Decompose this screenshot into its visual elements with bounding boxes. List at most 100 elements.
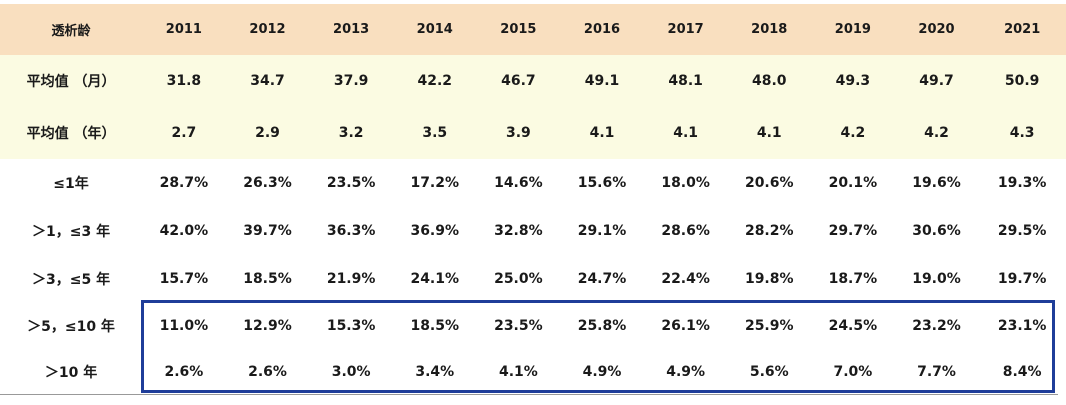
cell-value: 8.4% <box>1002 364 1042 380</box>
cell-value: 29.1% <box>577 223 627 239</box>
cell-value: 46.7 <box>501 73 536 89</box>
cell-value: 36.9% <box>410 223 460 239</box>
cell-value: 26.1% <box>661 318 710 334</box>
avg-row: 平均值 （月） 31.8 34.7 37.9 42.2 46.7 49.1 48.1 48.0 4… <box>0 55 1066 107</box>
cell-value: 34.7 <box>250 73 285 89</box>
cell-value: 50.9 <box>1004 73 1040 89</box>
avg-row: 平均值 （年） 2.7 2.9 3.2 3.5 3.9 4.1 4.1 4.1 4.2 4.2 4.3 <box>0 107 1066 159</box>
cell-value: 49.3 <box>835 73 871 89</box>
cell-value: 19.0% <box>912 271 961 287</box>
dialysis-age-table: 透析龄 2011 2012 2013 2014 2015 2016 2017 2018 2019 2… <box>0 4 1066 395</box>
table-body: 透析龄 2011 2012 2013 2014 2015 2016 2017 2018 2019 2… <box>0 4 1066 395</box>
dist-row: ＞3，≤5 年 15.7% 18.5% 21.9% 24.1% 25.0% 24.7% 22.… <box>0 255 1066 303</box>
year-header-2018: 2018 <box>751 22 788 37</box>
cell-value: 18.5% <box>243 271 292 287</box>
row-label: 平均值 （月） <box>26 74 116 90</box>
cell-value: 25.0% <box>494 271 543 287</box>
cell-value: 2.7 <box>171 125 197 141</box>
year-header-2017: 2017 <box>667 22 704 37</box>
row-label: ＞10 年 <box>44 365 98 381</box>
cell-value: 25.9% <box>744 318 794 334</box>
cell-value: 19.8% <box>744 271 794 287</box>
year-header-2012: 2012 <box>249 22 286 37</box>
cell-value: 24.5% <box>828 318 878 334</box>
cell-value: 3.9 <box>505 125 531 141</box>
dist-row: ＞1，≤3 年 42.0% 39.7% 36.3% 36.9% 32.8% 29.1% 28.… <box>0 207 1066 255</box>
cell-value: 30.6% <box>912 223 961 239</box>
cell-value: 7.7% <box>917 364 956 380</box>
dist-row: ≤1年 28.7% 26.3% 23.5% 17.2% 14.6% 15.6% 18.0% 20… <box>0 159 1066 207</box>
year-header-2015: 2015 <box>500 22 537 37</box>
year-header-2020: 2020 <box>918 22 955 37</box>
cell-value: 15.7% <box>159 271 209 287</box>
cell-value: 49.7 <box>919 73 954 89</box>
cell-value: 36.3% <box>326 223 376 239</box>
cell-value: 21.9% <box>326 271 376 287</box>
cell-value: 23.1% <box>997 318 1047 334</box>
cell-value: 19.3% <box>997 175 1047 191</box>
cell-value: 49.1 <box>584 73 620 89</box>
header-row: 透析龄 2011 2012 2013 2014 2015 2016 2017 2018 2019 2… <box>0 4 1066 55</box>
row-label: 平均值 （年） <box>26 126 116 142</box>
cell-value: 4.9% <box>582 364 622 380</box>
year-header-2011: 2011 <box>165 22 202 37</box>
highlight-row: ＞10 年 2.6% 2.6% 3.0% 3.4% 4.1% 4.9% 4.9% 5.6% 7.0… <box>0 349 1066 395</box>
row-label: ＞5，≤10 年 <box>27 319 115 335</box>
cell-value: 5.6% <box>749 364 789 380</box>
cell-value: 3.0% <box>331 364 371 380</box>
cell-value: 25.8% <box>577 318 627 334</box>
cell-value: 15.3% <box>326 318 376 334</box>
cell-value: 23.5% <box>326 175 376 191</box>
row-label: ≤1年 <box>53 176 89 192</box>
year-header-2016: 2016 <box>583 22 621 37</box>
cell-value: 2.6% <box>248 364 287 380</box>
cell-value: 48.1 <box>668 73 703 89</box>
cell-value: 4.1 <box>673 125 699 141</box>
cell-value: 3.5 <box>422 125 448 141</box>
cell-value: 17.2% <box>410 175 460 191</box>
year-header-2014: 2014 <box>416 22 453 37</box>
cell-value: 18.7% <box>828 271 878 287</box>
cell-value: 4.9% <box>666 364 706 380</box>
highlight-row: ＞5，≤10 年 11.0% 12.9% 15.3% 18.5% 23.5% 25.8% 26… <box>0 303 1066 349</box>
cell-value: 2.6% <box>164 364 204 380</box>
cell-value: 14.6% <box>494 175 543 191</box>
cell-value: 4.1 <box>589 125 615 141</box>
year-header-2021: 2021 <box>1004 22 1041 37</box>
cell-value: 7.0% <box>833 364 873 380</box>
cell-value: 28.2% <box>744 223 794 239</box>
cell-value: 28.6% <box>661 223 710 239</box>
cell-value: 31.8 <box>166 73 202 89</box>
cell-value: 4.3 <box>1009 125 1035 141</box>
header-label: 透析龄 <box>51 24 91 39</box>
cell-value: 29.7% <box>828 223 878 239</box>
row-label: ＞3，≤5 年 <box>31 272 111 288</box>
cell-value: 23.5% <box>494 318 543 334</box>
table-bottom-border <box>0 394 1058 395</box>
cell-value: 26.3% <box>243 175 292 191</box>
cell-value: 24.7% <box>577 271 627 287</box>
cell-value: 19.7% <box>997 271 1047 287</box>
cell-value: 11.0% <box>159 318 209 334</box>
cell-value: 19.6% <box>912 175 961 191</box>
cell-value: 22.4% <box>661 271 710 287</box>
cell-value: 12.9% <box>243 318 292 334</box>
cell-value: 18.0% <box>661 175 710 191</box>
cell-value: 3.2 <box>338 125 364 141</box>
cell-value: 39.7% <box>243 223 292 239</box>
cell-value: 4.1% <box>498 364 538 380</box>
year-header-2013: 2013 <box>333 22 370 37</box>
cell-value: 20.1% <box>828 175 878 191</box>
cell-value: 32.8% <box>494 223 543 239</box>
year-header-2019: 2019 <box>834 22 871 37</box>
cell-value: 28.7% <box>159 175 209 191</box>
cell-value: 4.1 <box>756 125 782 141</box>
cell-value: 48.0 <box>751 73 787 89</box>
cell-value: 29.5% <box>997 223 1047 239</box>
cell-value: 4.2 <box>924 125 949 141</box>
cell-value: 37.9 <box>333 73 369 89</box>
cell-value: 42.2 <box>417 73 453 89</box>
cell-value: 2.9 <box>255 125 280 141</box>
cell-value: 24.1% <box>410 271 460 287</box>
cell-value: 20.6% <box>744 175 794 191</box>
